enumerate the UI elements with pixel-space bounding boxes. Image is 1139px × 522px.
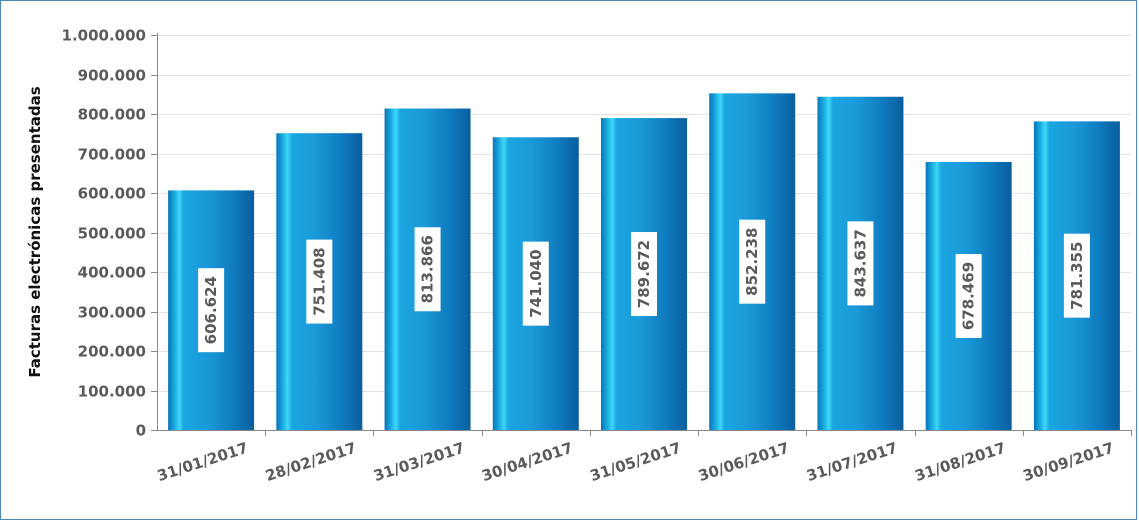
data-label-text: 781.355 — [1068, 242, 1086, 310]
data-label: 781.355 — [1063, 233, 1090, 318]
data-label-text: 678.469 — [960, 262, 978, 330]
y-tick-label: 800.000 — [78, 106, 146, 124]
y-tick-label: 900.000 — [78, 67, 146, 85]
data-label: 741.040 — [522, 241, 549, 326]
data-label-text: 741.040 — [527, 249, 545, 317]
data-label: 678.469 — [955, 254, 982, 339]
data-label-text: 852.238 — [743, 228, 761, 296]
x-tick-label: 31/01/2017 — [155, 439, 250, 485]
y-tick-label: 400.000 — [78, 264, 146, 282]
data-label-box — [306, 239, 333, 324]
data-label-box — [955, 254, 982, 339]
data-label-box — [739, 219, 766, 304]
y-tick-label: 100.000 — [78, 383, 146, 401]
data-label-box — [1063, 233, 1090, 318]
x-tick-label: 31/07/2017 — [804, 439, 899, 485]
y-tick-label: 300.000 — [78, 304, 146, 322]
y-tick-label: 500.000 — [78, 225, 146, 243]
data-label-box — [198, 268, 225, 353]
data-label: 751.408 — [306, 239, 333, 324]
y-tick-label: 1.000.000 — [62, 27, 146, 45]
x-tick-label: 28/02/2017 — [263, 439, 358, 485]
x-tick-label: 31/03/2017 — [371, 439, 466, 485]
y-tick-label: 700.000 — [78, 146, 146, 164]
data-label: 789.672 — [631, 232, 657, 317]
data-label-box — [522, 241, 549, 326]
data-label-text: 751.408 — [310, 247, 328, 315]
data-label: 843.637 — [847, 221, 874, 306]
data-label-box — [847, 221, 874, 306]
data-label: 852.238 — [739, 219, 766, 304]
data-labels: 606.624 751.408 813.866 741.040 789.672 852.2… — [198, 219, 1090, 353]
y-tick-label: 0 — [136, 422, 146, 440]
data-label: 813.866 — [414, 227, 441, 312]
y-tick-label: 200.000 — [78, 343, 146, 361]
x-tick-label: 31/05/2017 — [588, 439, 683, 485]
data-label: 606.624 — [198, 268, 225, 353]
x-tick-label: 30/04/2017 — [480, 439, 575, 485]
data-label-text: 843.637 — [851, 229, 869, 297]
data-label-box — [631, 232, 657, 317]
data-label-text: 606.624 — [202, 276, 220, 344]
y-tick-label: 600.000 — [78, 185, 146, 203]
data-label-box — [414, 227, 441, 312]
data-label-text: 789.672 — [635, 240, 653, 308]
x-tick-label: 31/08/2017 — [913, 439, 1008, 485]
data-label-text: 813.866 — [419, 235, 437, 303]
x-tick-label: 30/09/2017 — [1021, 439, 1116, 485]
x-tick-label: 30/06/2017 — [696, 439, 791, 485]
y-axis-title: Facturas electrónicas presentadas — [26, 86, 44, 377]
